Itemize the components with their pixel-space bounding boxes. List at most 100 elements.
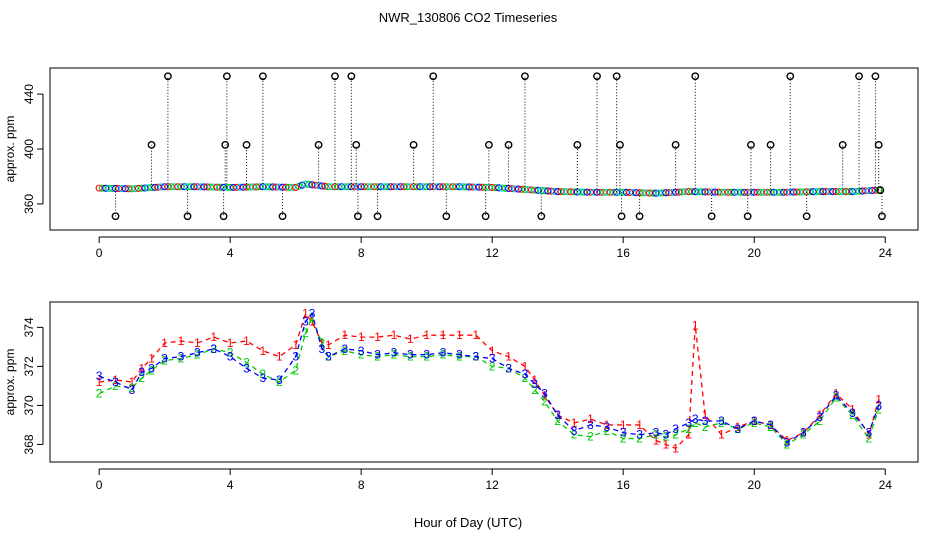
outlier-point bbox=[573, 140, 582, 149]
baseline-point bbox=[98, 184, 106, 192]
baseline-point bbox=[239, 183, 247, 191]
series-2-point: 2 bbox=[96, 387, 103, 401]
series-3-point: 3 bbox=[587, 418, 594, 432]
series-3-point: 3 bbox=[692, 412, 699, 426]
baseline-point bbox=[642, 189, 650, 197]
series-1-point: 1 bbox=[505, 350, 512, 364]
outlier-point bbox=[786, 72, 795, 81]
baseline-point bbox=[387, 183, 395, 191]
baseline-point bbox=[511, 185, 519, 193]
baseline-point bbox=[308, 181, 316, 189]
series-2-point: 2 bbox=[319, 336, 326, 350]
baseline-point bbox=[606, 188, 614, 196]
series-2-point: 2 bbox=[603, 424, 610, 438]
baseline-point bbox=[852, 187, 860, 195]
series-2-point: 2 bbox=[302, 326, 309, 340]
series-2-point: 2 bbox=[276, 375, 283, 389]
y-tick-label: 440 bbox=[22, 84, 36, 104]
outlier-point bbox=[871, 72, 880, 81]
baseline-point bbox=[629, 188, 637, 197]
baseline-point bbox=[229, 183, 237, 191]
baseline-point bbox=[724, 188, 732, 196]
series-3-point: 3 bbox=[423, 348, 430, 362]
baseline-point bbox=[567, 188, 575, 196]
series-3-point: 3 bbox=[194, 346, 201, 360]
baseline-point bbox=[848, 188, 857, 196]
outlier-point bbox=[878, 212, 886, 221]
baseline-point bbox=[478, 183, 486, 191]
baseline-point bbox=[714, 188, 722, 196]
series-3-point: 3 bbox=[309, 307, 316, 321]
x-tick-label: 0 bbox=[96, 246, 103, 260]
outlier-point bbox=[481, 212, 490, 221]
series-1-point: 1 bbox=[875, 393, 882, 407]
series-1-point: 1 bbox=[309, 315, 316, 329]
baseline-point bbox=[288, 183, 296, 191]
baseline-point bbox=[809, 188, 817, 196]
series-1-point: 1 bbox=[849, 402, 856, 416]
baseline-point bbox=[554, 188, 562, 196]
baseline-point bbox=[793, 188, 801, 196]
series-2-point: 2 bbox=[531, 383, 538, 397]
series-2-point: 2 bbox=[866, 432, 873, 446]
series-3-point: 3 bbox=[341, 342, 348, 356]
baseline-point bbox=[216, 183, 224, 191]
baseline-point bbox=[436, 183, 444, 191]
baseline-point bbox=[226, 183, 234, 191]
baseline-point bbox=[717, 188, 726, 196]
baseline-point bbox=[816, 188, 824, 196]
series-3-point: 3 bbox=[662, 428, 669, 442]
series-2-point: 2 bbox=[702, 420, 709, 434]
outlier-point bbox=[147, 140, 156, 149]
baseline-point bbox=[393, 183, 401, 191]
baseline-point bbox=[544, 187, 552, 195]
baseline-point bbox=[131, 185, 139, 193]
series-1-point: 1 bbox=[161, 336, 168, 350]
baseline-point bbox=[154, 183, 162, 191]
series-2-point: 2 bbox=[692, 416, 699, 430]
outlier-point bbox=[766, 140, 775, 149]
series-2-point: 2 bbox=[391, 348, 398, 362]
baseline-point bbox=[678, 188, 686, 196]
baseline-point bbox=[108, 184, 116, 192]
series-3-point: 3 bbox=[325, 350, 332, 364]
baseline-point bbox=[868, 186, 876, 195]
outlier-point bbox=[111, 212, 120, 221]
series-1-point: 1 bbox=[210, 330, 217, 344]
baseline-point bbox=[826, 188, 834, 196]
series-3-point: 3 bbox=[112, 375, 119, 389]
baseline-point bbox=[213, 183, 221, 191]
series-3-point: 3 bbox=[866, 426, 873, 440]
series-1-point: 1 bbox=[194, 336, 201, 350]
series-1-point: 1 bbox=[685, 428, 692, 442]
outlier-point bbox=[331, 72, 339, 81]
baseline-point bbox=[197, 183, 205, 191]
series-2-point: 2 bbox=[178, 352, 185, 366]
baseline-point bbox=[796, 188, 804, 196]
series-1-point: 1 bbox=[541, 389, 548, 403]
series-1-point: 1 bbox=[96, 375, 103, 389]
series-2-point: 2 bbox=[718, 416, 725, 430]
baseline-point bbox=[452, 183, 460, 191]
series-3-point: 3 bbox=[653, 426, 660, 440]
series-2-point: 2 bbox=[456, 350, 463, 364]
baseline-point bbox=[105, 184, 113, 192]
series-1-point: 1 bbox=[833, 387, 840, 401]
series-2-point: 2 bbox=[751, 416, 758, 430]
baseline-point bbox=[174, 183, 182, 191]
outlier-point bbox=[221, 140, 230, 149]
series-1-point: 1 bbox=[243, 334, 250, 348]
series-3-point: 3 bbox=[243, 361, 250, 375]
series-1-point: 1 bbox=[571, 416, 578, 430]
baseline-point bbox=[557, 188, 565, 196]
series-3-point: 3 bbox=[849, 406, 856, 420]
baseline-point bbox=[269, 183, 277, 191]
x-tick-label: 24 bbox=[879, 478, 893, 492]
series-1-point: 1 bbox=[374, 330, 381, 344]
series-2-point: 2 bbox=[489, 359, 496, 373]
series-2-point: 2 bbox=[292, 363, 299, 377]
series-1-point: 1 bbox=[472, 328, 479, 342]
series-3-point: 3 bbox=[456, 348, 463, 362]
